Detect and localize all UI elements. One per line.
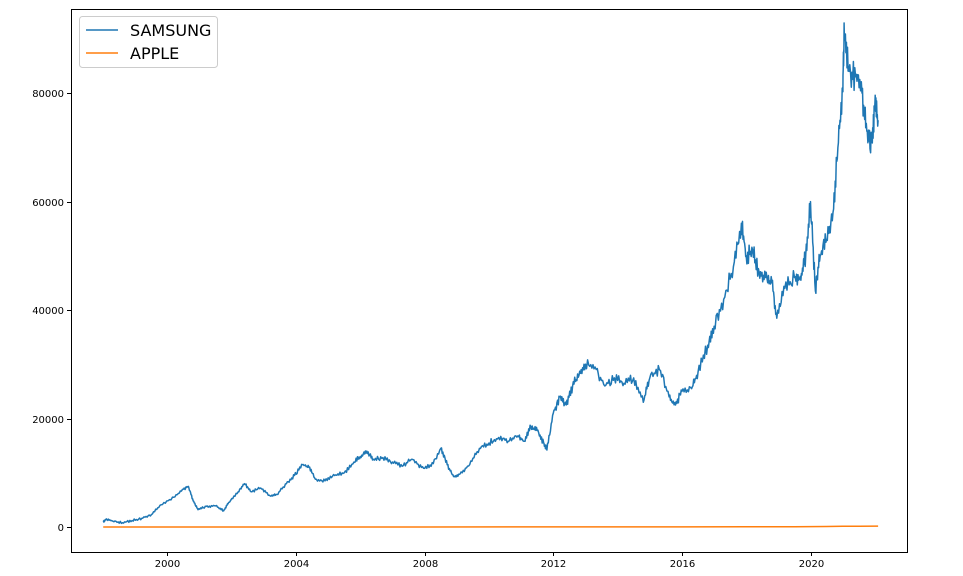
legend-label-apple: APPLE — [130, 44, 179, 63]
x-tick-label: 2000 — [155, 559, 180, 570]
legend-label-samsung: SAMSUNG — [130, 21, 211, 40]
plot-frame — [71, 9, 908, 553]
x-tick-label: 2016 — [670, 559, 695, 570]
legend: SAMSUNG APPLE — [79, 16, 218, 68]
y-tick-label: 80000 — [32, 89, 64, 100]
x-tick-label: 2020 — [799, 559, 824, 570]
x-tick-label: 2008 — [413, 559, 438, 570]
x-axis: 2000 2004 2008 2012 2016 2020 — [155, 552, 824, 570]
series-line-apple — [103, 525, 879, 528]
x-tick-label: 2012 — [541, 559, 566, 570]
y-axis: 0 20000 40000 60000 80000 — [32, 89, 71, 534]
y-tick-label: 0 — [58, 523, 64, 534]
y-tick-label: 40000 — [32, 306, 64, 317]
y-tick-label: 20000 — [32, 415, 64, 426]
series-line-samsung — [102, 22, 879, 525]
plot-lines — [102, 22, 879, 528]
x-tick-label: 2004 — [284, 559, 309, 570]
y-tick-label: 60000 — [32, 198, 64, 209]
